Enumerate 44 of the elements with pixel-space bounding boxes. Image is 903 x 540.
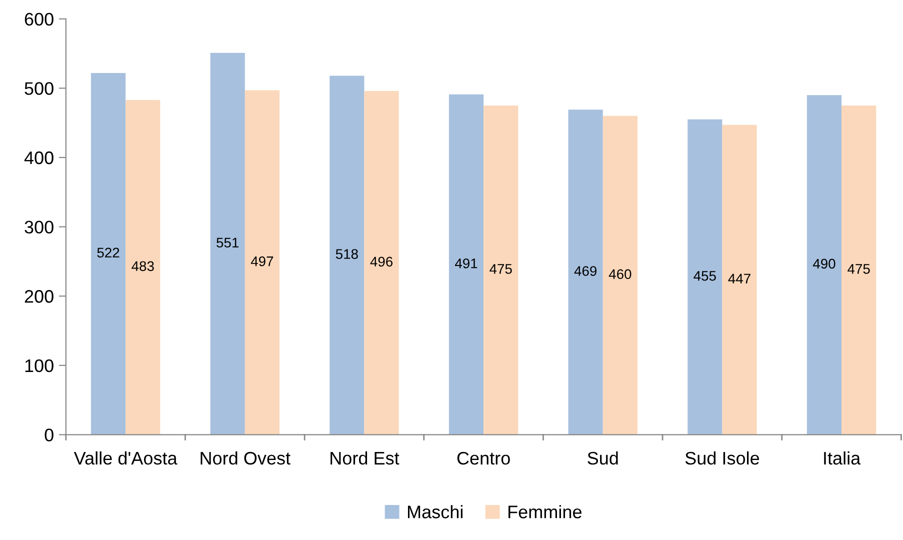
bar xyxy=(364,90,399,435)
bar xyxy=(448,94,484,435)
bar xyxy=(602,116,638,435)
legend-label: Femmine xyxy=(508,505,582,518)
y-tick-label: 300 xyxy=(24,220,54,234)
x-tick-label: Nord Est xyxy=(330,451,400,465)
bar xyxy=(126,100,160,435)
x-tick-label: Italia xyxy=(824,451,861,465)
bar xyxy=(568,110,603,435)
data-label: 475 xyxy=(490,264,512,274)
x-tick-label: Nord Ovest xyxy=(200,451,290,465)
data-label: 460 xyxy=(608,269,632,280)
bar xyxy=(806,95,842,435)
y-tick-label: 400 xyxy=(24,151,54,164)
y-tick-label: 100 xyxy=(25,359,54,372)
y-tick-label: 600 xyxy=(24,12,54,26)
data-label: 490 xyxy=(812,258,836,269)
data-label: 497 xyxy=(250,256,274,266)
data-label: 518 xyxy=(336,249,358,259)
data-label: 491 xyxy=(454,258,478,268)
bar xyxy=(688,119,722,435)
data-label: 455 xyxy=(694,271,716,281)
bar xyxy=(90,72,126,435)
bar xyxy=(244,90,280,435)
data-label: 483 xyxy=(132,261,154,272)
legend-label: Maschi xyxy=(408,505,462,518)
bar xyxy=(722,124,757,435)
x-tick-label: Centro xyxy=(457,452,510,465)
data-label: 469 xyxy=(574,266,597,276)
x-tick-label: Sud xyxy=(588,451,618,465)
x-tick-label: Valle d'Aosta xyxy=(74,451,178,465)
x-tick-label: Sud Isole xyxy=(685,451,760,465)
data-label: 522 xyxy=(97,248,120,258)
data-label: 496 xyxy=(370,256,393,267)
y-tick-label: 500 xyxy=(24,82,54,95)
y-tick-label: 200 xyxy=(24,290,54,303)
data-label: 447 xyxy=(728,274,750,284)
bar xyxy=(330,76,364,435)
data-label: 551 xyxy=(216,238,239,248)
data-label: 475 xyxy=(848,264,870,274)
bar xyxy=(842,106,876,435)
y-tick-label: 0 xyxy=(44,428,54,442)
bar xyxy=(484,106,518,435)
bar xyxy=(210,52,245,435)
